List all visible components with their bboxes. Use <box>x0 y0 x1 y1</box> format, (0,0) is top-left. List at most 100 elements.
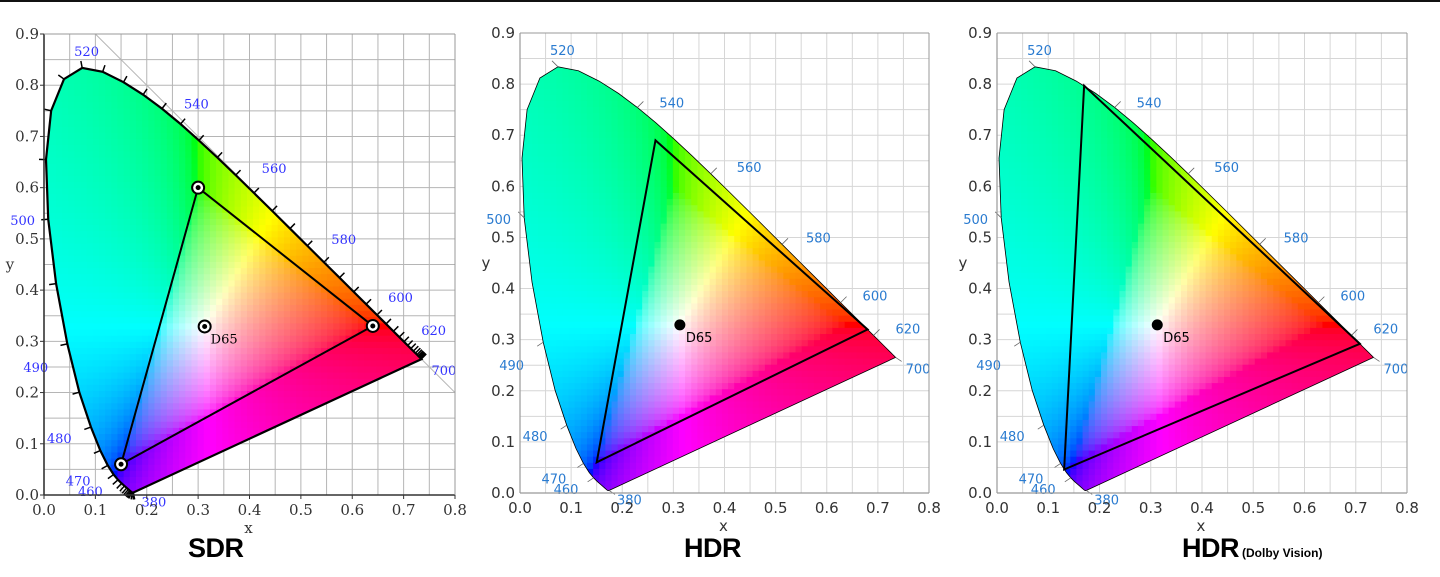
svg-text:0.6: 0.6 <box>340 501 364 519</box>
wavelength-label-580: 580 <box>1284 231 1309 246</box>
gamut-triangle-dci-p3 <box>595 138 870 465</box>
svg-text:0.4: 0.4 <box>238 501 262 519</box>
wavelength-label-620: 620 <box>421 324 446 339</box>
chart-title-hdr: HDR <box>684 533 742 564</box>
svg-text:0.3: 0.3 <box>186 501 210 519</box>
wavelength-label-560: 560 <box>262 162 287 177</box>
wavelength-label-580: 580 <box>806 231 831 246</box>
spectral-locus-outline <box>521 66 897 491</box>
wavelength-label-520: 520 <box>74 45 99 60</box>
svg-text:0.3: 0.3 <box>15 332 39 350</box>
svg-text:0.8: 0.8 <box>443 501 467 519</box>
wavelength-label-600: 600 <box>1340 290 1365 305</box>
wavelength-label-700: 700 <box>906 362 931 377</box>
gamut-triangle-rec-709-srgb <box>119 185 375 467</box>
wavelength-label-490: 490 <box>976 359 1001 374</box>
wavelength-label-380: 380 <box>617 493 642 508</box>
svg-text:0.1: 0.1 <box>15 435 39 453</box>
wavelength-label-500: 500 <box>963 213 988 228</box>
white-point-d65: D65 <box>197 319 238 347</box>
wavelength-label-560: 560 <box>737 161 762 176</box>
title-text: HDR <box>1182 533 1240 563</box>
primary-marker-green <box>191 180 206 195</box>
svg-text:0.4: 0.4 <box>15 281 39 299</box>
axes <box>519 32 930 494</box>
wavelength-label-470: 470 <box>1019 472 1044 487</box>
wavelength-label-620: 620 <box>1373 322 1398 337</box>
wavelength-label-500: 500 <box>486 213 511 228</box>
wavelength-label-470: 470 <box>541 472 566 487</box>
y-axis-label: y <box>5 256 15 274</box>
primary-marker-red <box>365 318 380 333</box>
axes <box>996 32 1408 494</box>
wavelength-label-460: 460 <box>1031 483 1056 498</box>
svg-text:0.1: 0.1 <box>83 501 107 519</box>
wavelength-label-480: 480 <box>47 432 72 447</box>
x-axis-label: x <box>244 519 253 537</box>
white-point-d65: D65 <box>1151 319 1190 346</box>
x-axis-label: x <box>1197 517 1206 535</box>
wavelength-label-560: 560 <box>1214 161 1239 176</box>
top-border <box>0 0 1440 2</box>
title-text: SDR <box>188 533 244 563</box>
wavelength-label-480: 480 <box>1000 430 1025 445</box>
wavelength-label-520: 520 <box>1027 44 1052 59</box>
wavelength-label-600: 600 <box>388 291 413 306</box>
wavelength-label-620: 620 <box>896 322 921 337</box>
locus-ticks <box>38 60 427 500</box>
svg-text:0.0: 0.0 <box>32 501 56 519</box>
wavelength-label-600: 600 <box>863 290 888 305</box>
x-axis-label: x <box>719 517 728 535</box>
svg-text:0.2: 0.2 <box>135 501 159 519</box>
wavelength-label-700: 700 <box>1384 362 1409 377</box>
tick-labels: 0.0 0.1 0.2 0.3 0.4 0.5 0.6 0.7 0.8 0.0 0.1 0.2 0.3 0… <box>15 25 467 519</box>
wavelength-label-460: 460 <box>554 483 579 498</box>
svg-text:0.7: 0.7 <box>392 501 416 519</box>
wavelength-label-380: 380 <box>1094 493 1119 508</box>
svg-text:0.2: 0.2 <box>15 384 39 402</box>
spectral-locus-fill <box>998 66 1374 491</box>
primary-marker-blue <box>114 457 129 472</box>
wavelength-label-540: 540 <box>184 98 209 113</box>
wavelength-label-460: 460 <box>78 485 103 500</box>
svg-text:0.5: 0.5 <box>15 230 39 248</box>
chart-hdr: 380 460 470 480 490 500 520 540 560 580 600 620 700 D… <box>482 24 941 564</box>
wavelength-label-540: 540 <box>659 96 684 111</box>
title-text: HDR <box>684 533 742 563</box>
subtitle-text: (Dolby Vision) <box>1242 546 1323 560</box>
spectral-locus-outline <box>998 66 1375 491</box>
tick-labels: 0.0 0.1 0.2 0.3 0.4 0.5 0.6 0.7 0.80.00.10.20.30… <box>968 24 1419 517</box>
wavelength-label-520: 520 <box>550 44 575 59</box>
tick-labels: 0.0 0.1 0.2 0.3 0.4 0.5 0.6 0.7 0.80.00.10.20.30… <box>491 24 941 517</box>
svg-text:0.6: 0.6 <box>15 179 39 197</box>
wavelength-label-540: 540 <box>1137 96 1162 111</box>
wavelength-label-490: 490 <box>23 361 48 376</box>
white-point-d65: D65 <box>674 319 712 346</box>
y-axis-label: y <box>482 254 491 272</box>
y-axis-label: y <box>959 254 968 272</box>
wavelength-label-580: 580 <box>331 233 356 248</box>
wavelength-label-500: 500 <box>10 214 35 229</box>
svg-text:0.0: 0.0 <box>15 486 39 504</box>
svg-text:0.9: 0.9 <box>15 25 39 43</box>
gamut-triangle-rec-2020 <box>1063 83 1362 472</box>
chart-sdr: 380 460 470 480 490 500 520 540 560 580 600 620 700 D… <box>0 0 480 577</box>
svg-text:0.5: 0.5 <box>289 501 313 519</box>
svg-text:D65: D65 <box>211 332 238 347</box>
chart-title-dolby-vision: HDR (Dolby Vision) <box>1182 533 1322 564</box>
svg-text:0.8: 0.8 <box>15 76 39 94</box>
svg-text:0.7: 0.7 <box>15 127 39 145</box>
wavelength-label-470: 470 <box>66 474 91 489</box>
wavelength-label-380: 380 <box>141 495 166 510</box>
wavelength-label-700: 700 <box>431 364 456 379</box>
wavelength-label-480: 480 <box>523 430 548 445</box>
chart-title-sdr: SDR <box>188 533 244 564</box>
wavelength-label-490: 490 <box>499 359 524 374</box>
